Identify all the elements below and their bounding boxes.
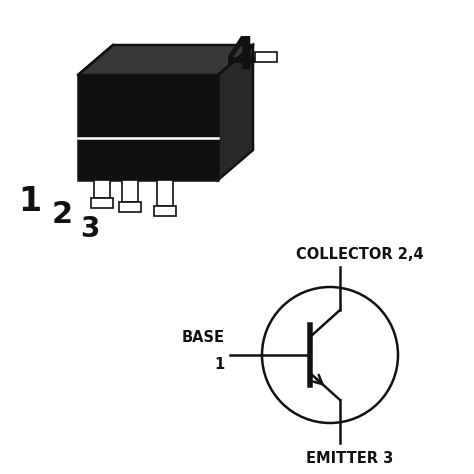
Text: EMITTER 3: EMITTER 3	[306, 451, 393, 466]
Polygon shape	[157, 180, 173, 206]
Polygon shape	[78, 75, 218, 180]
Text: BASE: BASE	[182, 330, 225, 345]
Text: COLLECTOR 2,4: COLLECTOR 2,4	[296, 247, 424, 262]
Text: 4: 4	[227, 35, 257, 78]
Text: 3: 3	[80, 215, 100, 243]
Polygon shape	[218, 45, 253, 180]
Polygon shape	[119, 202, 142, 212]
Text: 2: 2	[52, 200, 73, 229]
Polygon shape	[94, 180, 110, 198]
Text: 1: 1	[18, 185, 42, 218]
Polygon shape	[91, 198, 113, 208]
Polygon shape	[122, 180, 138, 202]
Polygon shape	[155, 206, 176, 216]
Polygon shape	[255, 52, 277, 62]
Polygon shape	[78, 45, 253, 75]
Text: 1: 1	[215, 357, 225, 372]
